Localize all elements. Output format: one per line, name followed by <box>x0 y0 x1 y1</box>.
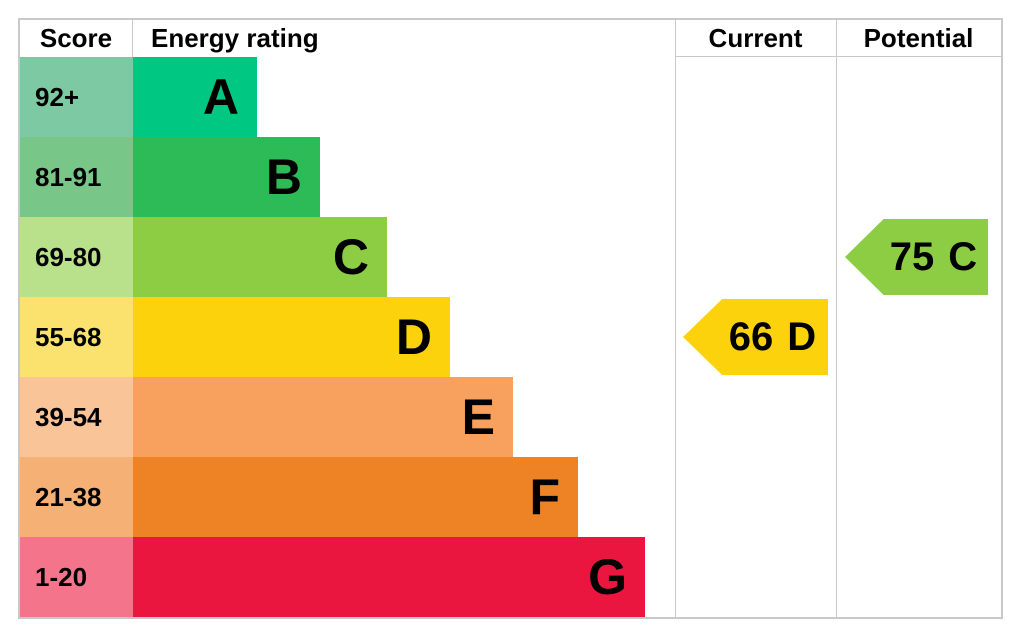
band-score-range: 55-68 <box>20 297 133 377</box>
band-bar: F <box>133 457 578 537</box>
band-letter: C <box>332 229 369 285</box>
current-rating-arrow: 66 D <box>683 299 828 375</box>
band-letter: G <box>588 549 627 605</box>
band-letter: A <box>202 69 239 125</box>
band-letter: F <box>529 469 560 525</box>
epc-rating-chart: Score Energy rating Current Potential 92… <box>18 18 1003 619</box>
score-column-header: Score <box>20 20 133 57</box>
band-score-range: 21-38 <box>20 457 133 537</box>
band-bar: A <box>133 57 257 137</box>
potential-rating-arrow: 75 C <box>845 219 988 295</box>
band-bar: D <box>133 297 450 377</box>
band-bar: C <box>133 217 387 297</box>
band-score-range: 1-20 <box>20 537 133 617</box>
band-letter: E <box>461 389 495 445</box>
epc-band-row-f: 21-38 F <box>20 457 675 537</box>
band-score-range: 69-80 <box>20 217 133 297</box>
band-bar: G <box>133 537 645 617</box>
potential-rating-band: C <box>948 234 978 279</box>
epc-band-row-b: 81-91 B <box>20 137 675 217</box>
band-letter: B <box>265 149 302 205</box>
current-column-header: Current <box>708 23 803 53</box>
band-score-range: 39-54 <box>20 377 133 457</box>
band-score-range: 92+ <box>20 57 133 137</box>
potential-column-header: Potential <box>863 23 974 53</box>
potential-rating-value: 75 <box>889 234 935 279</box>
band-score-range: 81-91 <box>20 137 133 217</box>
band-bar: E <box>133 377 513 457</box>
current-rating-band: D <box>787 314 817 359</box>
epc-band-row-g: 1-20 G <box>20 537 675 617</box>
current-rating-value: 66 <box>728 314 774 359</box>
band-bar: B <box>133 137 320 217</box>
potential-column-divider <box>836 20 837 617</box>
epc-band-row-e: 39-54 E <box>20 377 675 457</box>
band-letter: D <box>395 309 432 365</box>
epc-band-row-c: 69-80 C <box>20 217 675 297</box>
energy-rating-column-header: Energy rating <box>151 23 319 53</box>
header-underline <box>675 56 1001 57</box>
epc-band-row-d: 55-68 D <box>20 297 675 377</box>
epc-band-row-a: 92+ A <box>20 57 675 137</box>
band-rows: 92+ A 81-91 B 69-80 C 55-68 D 39-54 E 21-38 F 1-20 G <box>20 57 675 617</box>
current-column-divider <box>675 20 676 617</box>
